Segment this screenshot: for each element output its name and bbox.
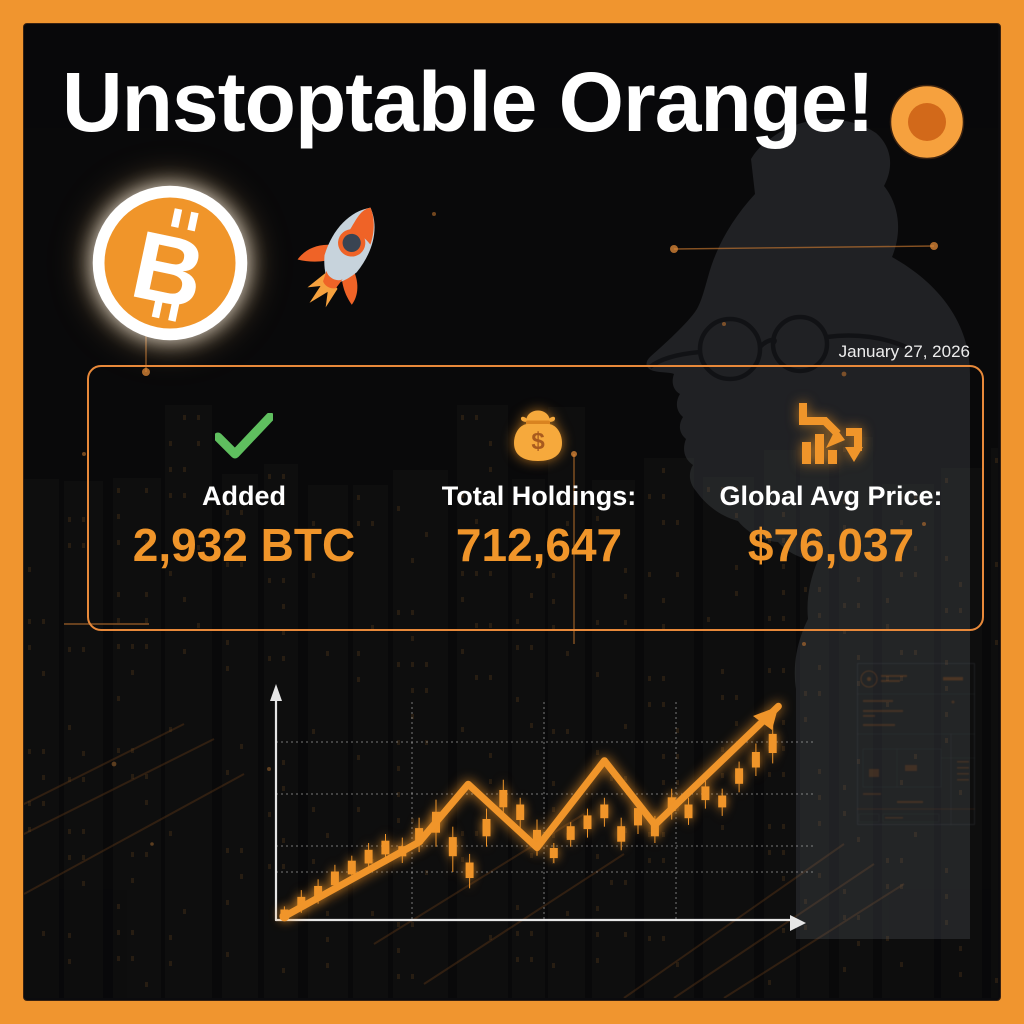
svg-text:$: $ xyxy=(531,428,545,455)
